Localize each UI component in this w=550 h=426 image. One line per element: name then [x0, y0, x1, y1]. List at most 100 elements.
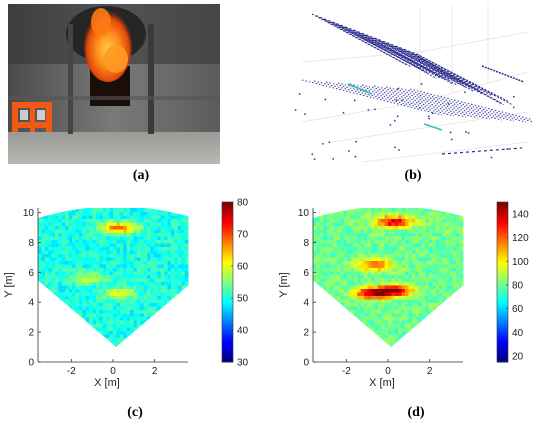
heatmap-cell — [326, 344, 331, 348]
heatmap-cell — [445, 264, 450, 268]
heatmap-cell — [319, 260, 324, 265]
heatmap-cell — [432, 295, 437, 300]
heatmap-cell — [164, 334, 169, 338]
heatmap-cell — [177, 285, 182, 289]
heatmap-cell — [364, 281, 369, 286]
heatmap-cell — [48, 281, 53, 286]
heatmap-cell — [170, 323, 175, 328]
heatmap-cell — [316, 253, 321, 258]
heatmap-cell — [153, 246, 158, 251]
heatmap-cell — [408, 281, 413, 286]
colorbar-segment — [497, 340, 508, 343]
heatmap-cell — [167, 288, 172, 293]
heatmap-cell — [353, 344, 358, 348]
heatmap-cell — [82, 299, 87, 303]
heatmap-cell — [384, 218, 389, 223]
heatmap-cell — [415, 271, 420, 275]
heatmap-cell — [157, 281, 162, 286]
heatmap-cell — [333, 295, 338, 300]
fire-photo-image — [8, 4, 220, 164]
heatmap-cell — [326, 218, 331, 223]
heatmap-cell — [336, 225, 341, 230]
heatmap-cell — [381, 313, 386, 317]
heatmap-cell — [181, 355, 185, 359]
heatmap-cell — [459, 281, 464, 286]
heatmap-cell — [89, 267, 94, 272]
heatmap-cell — [398, 278, 403, 282]
heatmap-cell — [442, 330, 447, 335]
heatmap-cell — [357, 253, 362, 258]
heatmap-cell — [51, 236, 56, 240]
heatmap-cell — [48, 327, 53, 331]
heatmap-cell — [38, 306, 42, 310]
heatmap-cell — [48, 250, 53, 254]
heatmap-cell — [415, 316, 420, 321]
heatmap-cell — [147, 243, 151, 247]
heatmap-cell — [123, 334, 128, 338]
heatmap-cell — [391, 271, 396, 275]
heatmap-cell — [452, 253, 457, 258]
heatmap-cell — [92, 337, 97, 342]
heatmap-cell — [367, 302, 372, 307]
heatmap-cell — [405, 355, 409, 359]
heatmap-cell — [181, 246, 186, 251]
heatmap-cell — [323, 225, 328, 230]
heatmap-cell — [456, 337, 461, 342]
heatmap-cell — [316, 264, 321, 268]
heatmap-cell — [323, 229, 328, 233]
heatmap-cell — [408, 337, 413, 342]
point — [354, 155, 357, 158]
heatmap-cell — [411, 239, 416, 244]
heatmap-cell — [167, 327, 172, 331]
heatmap-cell — [388, 250, 392, 254]
heatmap-cell — [119, 239, 124, 244]
heatmap-cell — [102, 215, 107, 219]
heatmap-cell — [445, 313, 450, 317]
heatmap-cell — [449, 285, 454, 289]
heatmap-cell — [140, 295, 145, 300]
heatmap-cell — [391, 355, 395, 359]
heatmap-cell — [336, 243, 341, 247]
heatmap-cell — [106, 246, 111, 251]
heatmap-cell — [347, 218, 351, 223]
heatmap-cell — [384, 215, 389, 219]
colorbar-segment — [497, 294, 508, 297]
heatmap-cell — [401, 299, 406, 303]
heatmap-cell — [435, 334, 440, 338]
heatmap-cell — [85, 208, 90, 212]
heatmap-cell — [127, 352, 131, 356]
heatmap-cell — [405, 330, 409, 335]
heatmap-cell — [123, 327, 128, 331]
heatmap-cell — [394, 236, 399, 240]
heatmap-cell — [378, 348, 382, 352]
heatmap-cell — [51, 253, 56, 258]
heatmap-cell — [48, 215, 53, 219]
heatmap-cell — [333, 288, 338, 293]
heatmap-cell — [422, 274, 426, 279]
heatmap-cell — [75, 208, 80, 212]
heatmap-cell — [82, 341, 87, 345]
heatmap-cell — [357, 232, 362, 237]
heatmap-cell — [319, 320, 324, 324]
heatmap-cell — [92, 232, 97, 237]
heatmap-cell — [126, 334, 131, 338]
heatmap-cell — [130, 246, 134, 251]
heatmap-cell — [106, 218, 111, 223]
heatmap-cell — [456, 208, 461, 212]
heatmap-cell — [343, 323, 348, 328]
heatmap-cell — [330, 327, 334, 331]
heatmap-cell — [370, 292, 375, 296]
heatmap-cell — [370, 316, 375, 321]
heatmap-cell — [381, 250, 386, 254]
heatmap-cell — [360, 253, 365, 258]
heatmap-cell — [85, 309, 90, 314]
heatmap-cell — [347, 337, 351, 342]
y-tick-label: 0 — [28, 358, 34, 369]
heatmap-cell — [153, 239, 158, 244]
heatmap-cell — [113, 334, 117, 338]
heatmap-cell — [340, 309, 345, 314]
heatmap-cell — [370, 246, 375, 251]
heatmap-cell — [126, 309, 131, 314]
heatmap-cell — [353, 225, 358, 230]
